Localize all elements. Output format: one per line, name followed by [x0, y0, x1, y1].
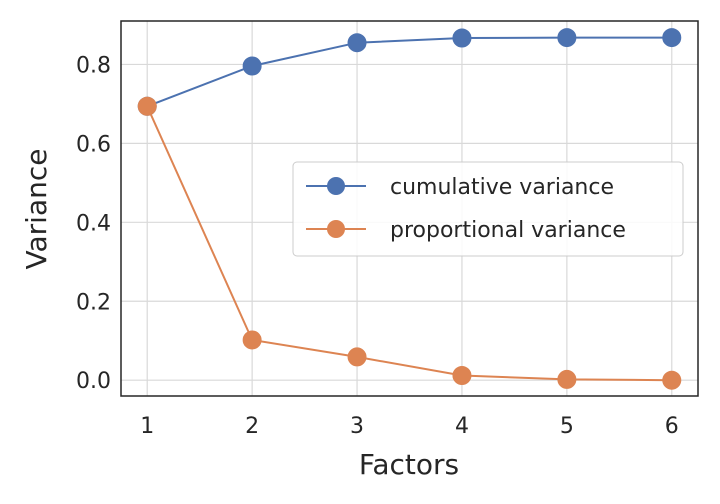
data-point — [137, 96, 157, 116]
x-tick-label: 6 — [665, 414, 679, 439]
x-tick-label: 5 — [560, 414, 574, 439]
x-tick-label: 1 — [140, 414, 154, 439]
y-tick-label: 0.4 — [76, 211, 111, 236]
data-point — [662, 370, 682, 390]
legend: cumulative variance proportional variance — [292, 161, 684, 257]
x-tick-label: 3 — [350, 414, 364, 439]
grid-lines — [121, 21, 698, 396]
data-point — [452, 365, 472, 385]
legend-box — [292, 161, 684, 257]
plot-frame — [120, 20, 699, 397]
legend-label: proportional variance — [390, 218, 626, 243]
y-axis-label: Variance — [20, 149, 53, 270]
data-point — [242, 56, 262, 76]
x-tick-label: 2 — [245, 414, 259, 439]
y-tick-label: 0.8 — [76, 53, 111, 78]
y-tick-label: 0.6 — [76, 132, 111, 157]
data-point — [347, 347, 367, 367]
data-point — [452, 28, 472, 48]
data-point — [557, 369, 577, 389]
data-point — [557, 28, 577, 48]
tick-labels: 0.0 0.2 0.4 0.6 0.8 1 2 3 4 5 6 — [76, 53, 679, 439]
series-layer — [137, 28, 682, 390]
data-point — [242, 330, 262, 350]
y-tick-label: 0.0 — [76, 369, 111, 394]
legend-label: cumulative variance — [390, 175, 614, 200]
data-point — [347, 33, 367, 53]
series-line — [146, 36, 672, 108]
data-point — [662, 28, 682, 48]
legend-swatch-marker — [327, 220, 345, 238]
y-tick-label: 0.2 — [76, 290, 111, 315]
series-line — [146, 105, 672, 382]
x-axis-label: Factors — [359, 448, 459, 481]
legend-swatch-marker — [327, 177, 345, 195]
x-tick-label: 4 — [455, 414, 469, 439]
